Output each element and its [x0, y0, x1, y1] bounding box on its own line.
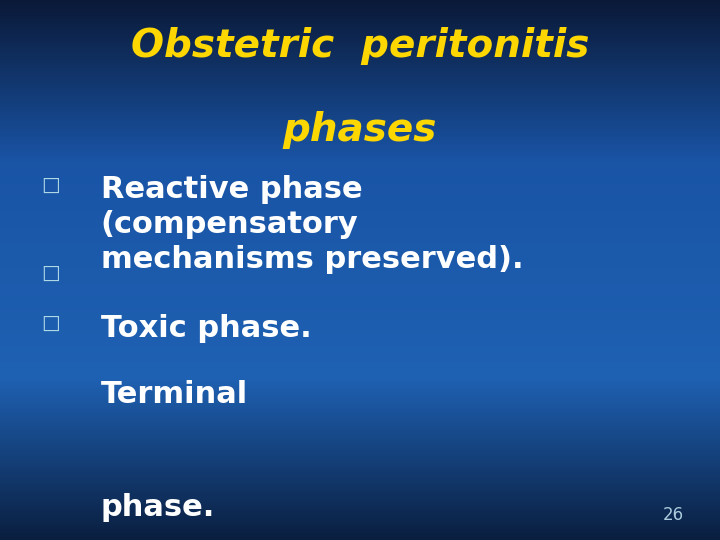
Text: Toxic phase.: Toxic phase. [101, 314, 312, 343]
Text: Terminal

phase.: Terminal phase. [101, 380, 248, 522]
Text: Obstetric  peritonitis: Obstetric peritonitis [131, 27, 589, 65]
Text: 26: 26 [663, 506, 684, 524]
Text: □: □ [41, 176, 60, 194]
Text: □: □ [41, 264, 60, 283]
Text: □: □ [41, 314, 60, 333]
Text: phases: phases [283, 111, 437, 148]
Text: Reactive phase
(compensatory
mechanisms preserved).: Reactive phase (compensatory mechanisms … [101, 176, 523, 274]
